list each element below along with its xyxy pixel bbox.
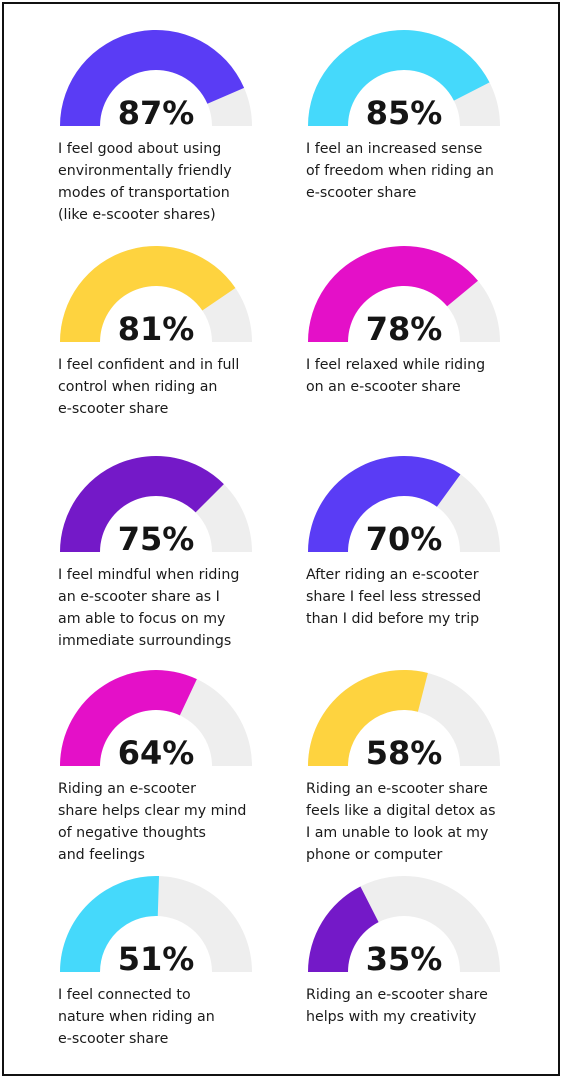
gauge-card: 85% I feel an increased sense of freedom … bbox=[306, 26, 556, 201]
gauge-value-arc bbox=[60, 30, 245, 127]
gauge-value-label: 70% bbox=[366, 520, 443, 556]
gauge-card: 58% Riding an e-scooter share feels like … bbox=[306, 666, 556, 863]
gauge-card: 64% Riding an e-scooter share helps clear… bbox=[58, 666, 308, 863]
gauge-chart: 35% bbox=[308, 876, 500, 976]
gauge-value-label: 35% bbox=[366, 940, 443, 976]
gauge-card: 87% I feel good about using environmental… bbox=[58, 26, 308, 223]
gauge-chart: 87% bbox=[60, 30, 252, 130]
gauge-value-label: 87% bbox=[118, 94, 195, 130]
gauge-caption: Riding an e-scooter share helps clear my… bbox=[58, 781, 247, 863]
gauge-card: 51% I feel connected to nature when ridin… bbox=[58, 872, 308, 1047]
gauge-value-label: 75% bbox=[118, 520, 195, 556]
gauge-value-arc bbox=[308, 246, 478, 342]
gauge-chart: 64% bbox=[60, 670, 252, 770]
gauge-card: 75% I feel mindful when riding an e-scoot… bbox=[58, 452, 308, 649]
gauge-chart: 78% bbox=[308, 246, 500, 346]
gauge-caption: I feel good about using environmentally … bbox=[58, 141, 232, 223]
gauge-caption: Riding an e-scooter share feels like a d… bbox=[306, 781, 496, 863]
gauge-value-arc bbox=[60, 876, 160, 972]
gauge-chart: 70% bbox=[308, 456, 500, 556]
gauge-caption: Riding an e-scooter share helps with my … bbox=[306, 987, 488, 1025]
gauge-chart: 58% bbox=[308, 670, 500, 770]
gauge-value-label: 58% bbox=[366, 734, 443, 770]
gauge-grid: 87% I feel good about using environmental… bbox=[4, 4, 558, 1074]
gauge-caption: I feel connected to nature when riding a… bbox=[58, 987, 215, 1047]
gauge-chart: 81% bbox=[60, 246, 252, 346]
gauge-value-arc bbox=[308, 670, 428, 766]
infographic-frame: 87% I feel good about using environmental… bbox=[2, 2, 560, 1076]
gauge-value-arc bbox=[308, 30, 490, 126]
gauge-card: 78% I feel relaxed while riding on an e-s… bbox=[306, 242, 556, 395]
gauge-value-arc bbox=[60, 456, 224, 552]
gauge-caption: I feel an increased sense of freedom whe… bbox=[306, 141, 494, 201]
gauge-value-label: 85% bbox=[366, 94, 443, 130]
gauge-value-label: 64% bbox=[118, 734, 195, 770]
gauge-caption: I feel mindful when riding an e-scooter … bbox=[58, 567, 240, 649]
gauge-card: 35% Riding an e-scooter share helps with … bbox=[306, 872, 556, 1025]
gauge-value-label: 78% bbox=[366, 310, 443, 346]
gauge-caption: After riding an e-scooter share I feel l… bbox=[306, 567, 482, 627]
gauge-caption: I feel relaxed while riding on an e-scoo… bbox=[306, 357, 486, 395]
gauge-card: 81% I feel confident and in full control … bbox=[58, 242, 308, 417]
gauge-chart: 85% bbox=[308, 30, 500, 130]
gauge-card: 70% After riding an e-scooter share I fee… bbox=[306, 452, 556, 627]
gauge-value-arc bbox=[60, 246, 236, 342]
gauge-value-arc bbox=[60, 670, 197, 766]
gauge-value-label: 51% bbox=[118, 940, 195, 976]
gauge-chart: 75% bbox=[60, 456, 252, 556]
gauge-chart: 51% bbox=[60, 876, 252, 976]
gauge-value-arc bbox=[308, 886, 379, 972]
gauge-value-label: 81% bbox=[118, 310, 195, 346]
gauge-caption: I feel confident and in full control whe… bbox=[58, 357, 240, 417]
gauge-value-arc bbox=[308, 456, 461, 552]
